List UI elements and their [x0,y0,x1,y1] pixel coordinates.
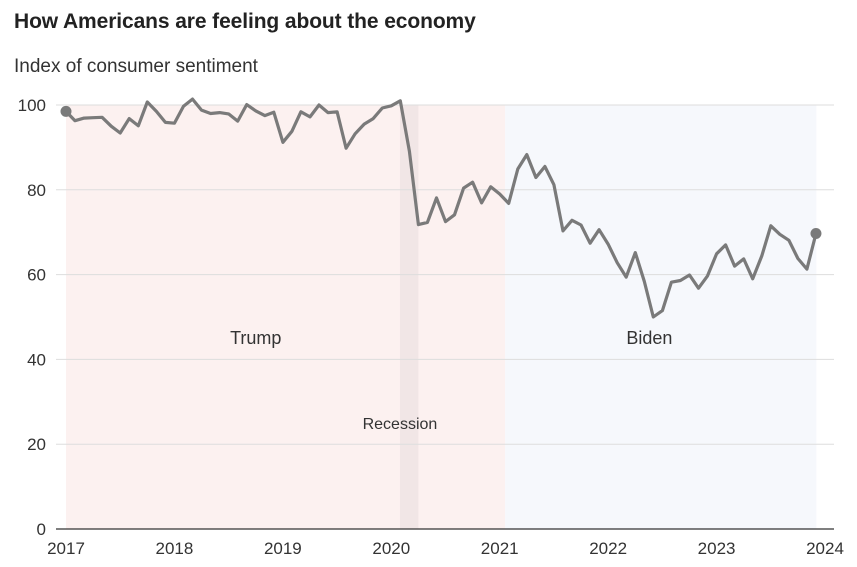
y-tick-label: 80 [27,181,46,200]
y-tick-label: 0 [37,520,46,539]
x-axis-labels: 2017 2018 2019 2020 2021 2022 2023 2024 [47,539,844,558]
series-line [64,97,818,319]
x-tick-label: 2018 [156,539,194,558]
annotation-trump: Trump [230,328,281,348]
series-group [60,97,822,319]
y-tick-label: 100 [18,96,46,115]
y-tick-label: 60 [27,266,46,285]
x-tick-label: 2024 [806,539,844,558]
y-axis-labels: 0 20 40 60 80 100 [18,96,46,539]
annotation-biden: Biden [626,328,672,348]
shaded-periods [66,105,817,529]
x-tick-label: 2019 [264,539,302,558]
x-tick-label: 2023 [698,539,736,558]
start-point-marker [60,105,72,117]
chart-title: How Americans are feeling about the econ… [14,10,476,33]
x-tick-label: 2021 [481,539,519,558]
shade-trump [66,105,506,529]
chart-subtitle: Index of consumer sentiment [14,56,258,77]
annotations: Trump Biden Recession [230,328,672,433]
shade-recession [399,105,419,529]
end-point-marker [810,227,822,239]
x-tick-label: 2022 [589,539,627,558]
x-tick-label: 2017 [47,539,85,558]
annotation-recession: Recession [363,416,438,433]
y-tick-label: 40 [27,350,46,369]
shade-biden [505,105,817,529]
x-tick-label: 2020 [372,539,410,558]
y-tick-label: 20 [27,435,46,454]
